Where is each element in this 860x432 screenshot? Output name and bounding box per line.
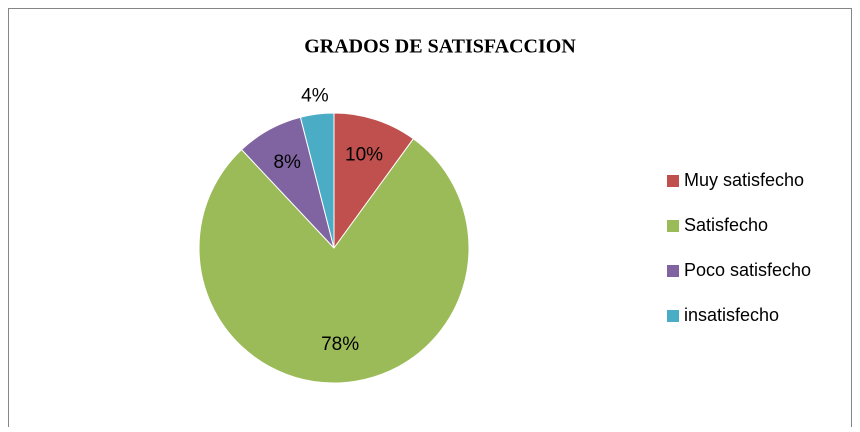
chart-title: GRADOS DE SATISFACCION [304, 36, 576, 58]
legend-swatch [667, 220, 679, 232]
legend-label: Poco satisfecho [684, 260, 811, 280]
legend-swatch [667, 265, 679, 277]
pie-slice [299, 112, 335, 249]
pie-slice [333, 112, 415, 250]
legend-label: insatisfecho [684, 305, 779, 325]
legend-label: Muy satisfecho [684, 170, 804, 190]
data-label: 4% [301, 86, 329, 107]
data-label: 10% [345, 145, 383, 166]
legend-label: Satisfecho [684, 215, 768, 235]
data-label: 8% [273, 152, 301, 173]
legend-swatch [667, 310, 679, 322]
legend-swatch [667, 175, 679, 187]
data-label: 78% [321, 334, 359, 355]
pie-slice [198, 138, 470, 384]
